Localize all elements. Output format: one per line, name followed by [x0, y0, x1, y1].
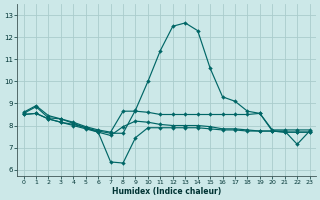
- X-axis label: Humidex (Indice chaleur): Humidex (Indice chaleur): [112, 187, 221, 196]
